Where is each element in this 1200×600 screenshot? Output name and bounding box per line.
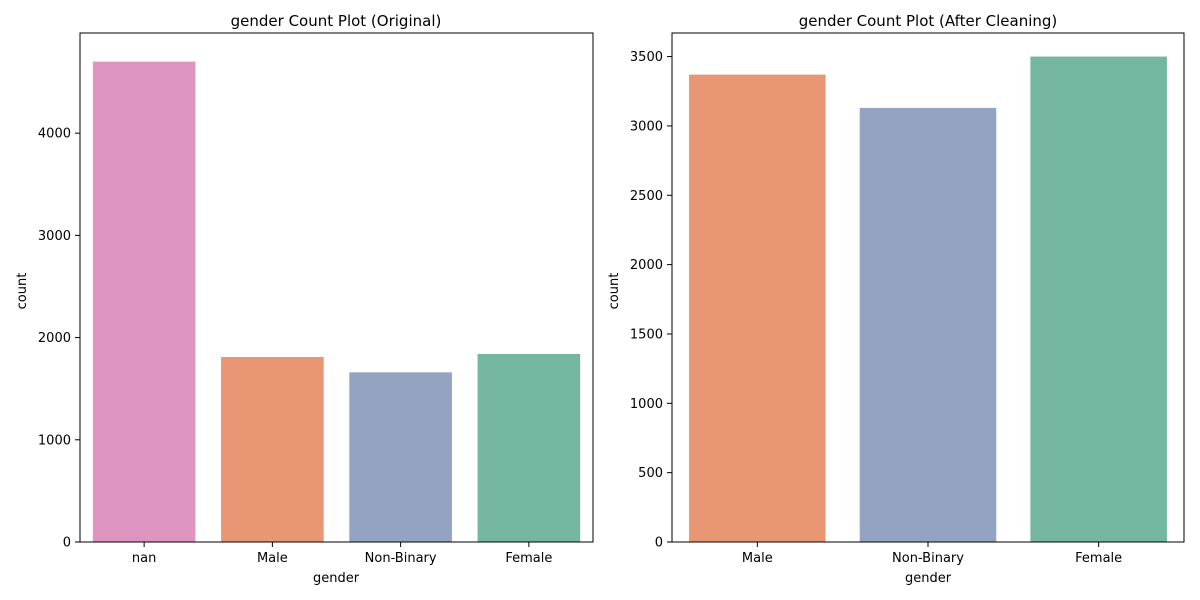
y-tick-label: 3000 <box>630 119 663 134</box>
y-tick-label: 1000 <box>630 397 663 412</box>
x-axis-label: gender <box>905 571 952 586</box>
chart-title: gender Count Plot (Original) <box>231 12 442 30</box>
tick-group: nan Male Non-Binary Female 0 1000 2000 3000 4000 <box>38 127 552 566</box>
bar-male <box>689 74 826 543</box>
x-tick-label: Non-Binary <box>892 551 964 566</box>
x-tick-label: Non-Binary <box>365 551 437 566</box>
x-tick-label: Male <box>742 551 773 566</box>
x-axis-label: gender <box>313 571 360 586</box>
bar-non-binary <box>859 107 997 542</box>
y-axis-label: count <box>607 273 622 310</box>
x-tick-label: Female <box>1075 551 1122 566</box>
bar-male <box>221 357 324 542</box>
x-tick-label: Male <box>257 551 288 566</box>
bar-female <box>477 353 581 542</box>
chart-title: gender Count Plot (After Cleaning) <box>799 12 1058 30</box>
chart-original: gender Count Plot (Original) count gende… <box>15 12 594 586</box>
y-tick-label: 3500 <box>630 50 663 65</box>
y-tick-label: 1500 <box>630 327 663 342</box>
axes-frame <box>79 32 594 543</box>
x-tick-label: Female <box>505 551 552 566</box>
bar-group <box>689 56 1167 543</box>
bar-group <box>92 61 581 543</box>
y-tick-label: 2000 <box>38 331 71 346</box>
y-tick-label: 0 <box>63 536 71 551</box>
axes-frame <box>671 32 1185 543</box>
y-tick-label: 3000 <box>38 229 71 244</box>
y-axis-label: count <box>15 273 30 310</box>
bar-female <box>1030 56 1167 542</box>
y-tick-label: 2500 <box>630 189 663 204</box>
bar-nan <box>92 61 196 543</box>
y-tick-label: 2000 <box>630 258 663 273</box>
x-tick-label: nan <box>132 551 156 566</box>
bar-non-binary <box>349 372 452 542</box>
y-tick-label: 4000 <box>38 127 71 142</box>
y-tick-label: 500 <box>638 466 663 481</box>
y-tick-label: 0 <box>655 536 663 551</box>
tick-group: Male Non-Binary Female 0 500 1000 1500 2000 2500… <box>630 50 1122 566</box>
chart-after-cleaning: gender Count Plot (After Cleaning) count… <box>607 12 1185 586</box>
y-tick-label: 1000 <box>38 433 71 448</box>
